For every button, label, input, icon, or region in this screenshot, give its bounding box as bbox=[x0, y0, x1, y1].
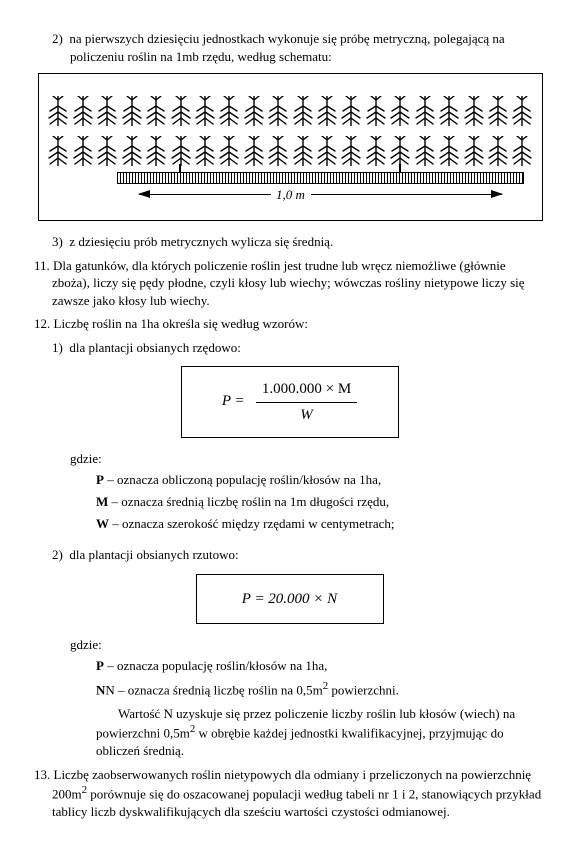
item-12-2: 2) dla plantacji obsianych rzutowo: bbox=[34, 546, 545, 564]
plant-icon bbox=[438, 136, 460, 171]
plant-icon bbox=[365, 136, 387, 171]
eq: P = 20.000 × N bbox=[242, 591, 337, 607]
num: 2) bbox=[52, 547, 63, 562]
plant-icon bbox=[170, 96, 192, 131]
def-P2: P – oznacza populację roślin/kłosów na 1… bbox=[34, 657, 545, 675]
def-M: M – oznacza średnią liczbę roślin na 1m … bbox=[34, 493, 545, 511]
where-label-2: gdzie: bbox=[70, 636, 545, 654]
plant-icon bbox=[414, 136, 436, 171]
plant-icon bbox=[170, 136, 192, 171]
plant-icon bbox=[365, 96, 387, 131]
plant-icon bbox=[96, 96, 118, 131]
fraction: 1.000.000 × M W bbox=[256, 379, 357, 425]
plant-icon bbox=[243, 96, 265, 131]
txt: na pierwszych dziesięciu jednostkach wyk… bbox=[69, 31, 504, 64]
plant-icon bbox=[340, 96, 362, 131]
plant-icon bbox=[72, 96, 94, 131]
plant-icon bbox=[72, 136, 94, 171]
item-12-1: 1) dla plantacji obsianych rzędowo: bbox=[34, 339, 545, 357]
txt: z dziesięciu prób metrycznych wylicza si… bbox=[69, 234, 333, 249]
plant-icon bbox=[463, 96, 485, 131]
plant-icon bbox=[316, 96, 338, 131]
num: 3) bbox=[52, 234, 63, 249]
plant-icon bbox=[218, 96, 240, 131]
plant-icon bbox=[267, 136, 289, 171]
numerator: 1.000.000 × M bbox=[256, 379, 357, 402]
txt: dla plantacji obsianych rzędowo: bbox=[69, 340, 240, 355]
plant-icon bbox=[292, 96, 314, 131]
num: 2) bbox=[52, 31, 63, 46]
plant-icon bbox=[389, 96, 411, 131]
plant-icon bbox=[463, 136, 485, 171]
lhs: P = bbox=[222, 394, 245, 410]
txt: dla plantacji obsianych rzutowo: bbox=[69, 547, 238, 562]
plant-diagram: 1,0 m bbox=[38, 73, 543, 221]
num: 12. bbox=[34, 316, 50, 331]
def-P: P – oznacza obliczoną populację roślin/k… bbox=[34, 471, 545, 489]
num: 11. bbox=[34, 258, 50, 273]
plant-row-bot bbox=[39, 136, 542, 171]
where-label: gdzie: bbox=[70, 450, 545, 468]
note-N: Wartość N uzyskuje się przez policzenie … bbox=[34, 705, 545, 760]
item-3: 3) z dziesięciu prób metrycznych wylicza… bbox=[34, 233, 545, 251]
def-N: NN – oznacza średnią liczbę roślin na 0,… bbox=[34, 679, 545, 699]
plant-icon bbox=[121, 136, 143, 171]
plant-icon bbox=[511, 136, 533, 171]
plant-icon bbox=[511, 96, 533, 131]
plant-icon bbox=[96, 136, 118, 171]
plant-icon bbox=[145, 96, 167, 131]
item-2: 2) na pierwszych dziesięciu jednostkach … bbox=[34, 30, 545, 65]
item-11: 11. Dla gatunków, dla których policzenie… bbox=[34, 257, 545, 310]
plant-icon bbox=[121, 96, 143, 131]
dimension-arrow bbox=[139, 194, 502, 195]
plant-icon bbox=[47, 136, 69, 171]
formula-2: P = 20.000 × N bbox=[196, 574, 384, 624]
plant-icon bbox=[292, 136, 314, 171]
num: 1) bbox=[52, 340, 63, 355]
denominator: W bbox=[256, 403, 357, 425]
plant-icon bbox=[194, 136, 216, 171]
plant-icon bbox=[487, 136, 509, 171]
plant-icon bbox=[267, 96, 289, 131]
plant-icon bbox=[47, 96, 69, 131]
plant-icon bbox=[145, 136, 167, 171]
txt: Liczbę roślin na 1ha określa się według … bbox=[54, 316, 309, 331]
formula-1: P = 1.000.000 × M W bbox=[181, 366, 399, 438]
plant-row-top bbox=[39, 96, 542, 131]
plant-icon bbox=[487, 96, 509, 131]
def-W: W – oznacza szerokość między rzędami w c… bbox=[34, 515, 545, 533]
txt: Dla gatunków, dla których policzenie roś… bbox=[52, 258, 525, 308]
num: 13. bbox=[34, 767, 50, 782]
plant-icon bbox=[316, 136, 338, 171]
item-12: 12. Liczbę roślin na 1ha określa się wed… bbox=[34, 315, 545, 333]
plant-icon bbox=[194, 96, 216, 131]
ruler bbox=[117, 172, 524, 184]
plant-icon bbox=[438, 96, 460, 131]
plant-icon bbox=[218, 136, 240, 171]
plant-icon bbox=[414, 96, 436, 131]
plant-icon bbox=[340, 136, 362, 171]
plant-icon bbox=[243, 136, 265, 171]
dimension-label: 1,0 m bbox=[271, 186, 311, 204]
